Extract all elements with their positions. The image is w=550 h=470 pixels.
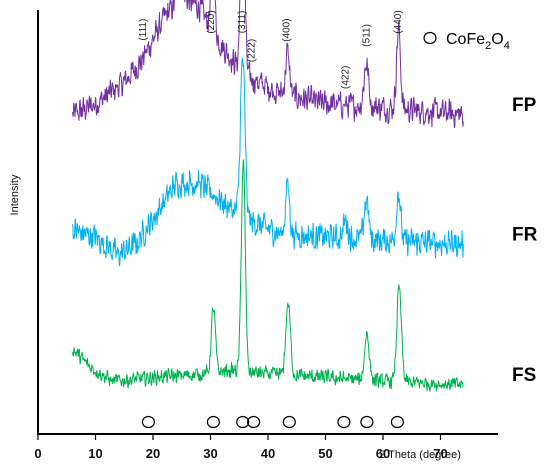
peak-label-222: (222) [246, 39, 257, 62]
x-tick-label-40: 40 [261, 446, 275, 461]
x-tick-label-0: 0 [34, 446, 41, 461]
peak-label-311: (311) [237, 11, 248, 34]
peak-label-220: (220) [206, 10, 217, 33]
peak-label-400: (400) [281, 18, 292, 41]
reference-peak-marker [247, 415, 261, 429]
x-axis-ticks: 0 10 20 30 40 50 60 70 [34, 434, 448, 461]
reference-peak-marker [206, 415, 220, 429]
legend-marker-circle [423, 31, 437, 45]
reference-peak-marker [390, 415, 404, 429]
x-tick-label-50: 50 [318, 446, 332, 461]
series-group: FP FR FS [72, 0, 538, 392]
peak-label-111: (111) [138, 19, 149, 41]
series-label-fr: FR [512, 225, 538, 246]
x-tick-label-10: 10 [88, 446, 102, 461]
x-tick-label-30: 30 [203, 446, 217, 461]
x-tick-label-60: 60 [376, 446, 390, 461]
legend-label: CoFe2O4 [446, 31, 510, 52]
peak-labels: (111) (220) (311) (222) (400) (422) (511) (440) [138, 10, 404, 89]
x-tick-label-70: 70 [433, 446, 447, 461]
y-axis-title: Intensity [9, 174, 21, 215]
reference-peak-marker [360, 415, 374, 429]
peak-label-440: (440) [393, 10, 404, 33]
x-axis-title: 2 Theta (degree) [379, 449, 461, 461]
x-tick-label-20: 20 [146, 446, 160, 461]
reference-peak-marker [236, 415, 250, 429]
series-label-fs: FS [512, 365, 536, 386]
reference-peak-marker [141, 415, 155, 429]
reference-peak-markers [141, 415, 404, 429]
series-label-fp: FP [512, 95, 537, 116]
reference-peak-marker [337, 415, 351, 429]
series-line-fr [72, 57, 464, 267]
series-line-fp [72, 0, 464, 129]
peak-label-511: (511) [361, 24, 372, 47]
series-line-fs [72, 159, 464, 392]
legend: CoFe2O4 [423, 31, 510, 52]
reference-peak-marker [282, 415, 296, 429]
peak-label-422: (422) [341, 66, 352, 89]
